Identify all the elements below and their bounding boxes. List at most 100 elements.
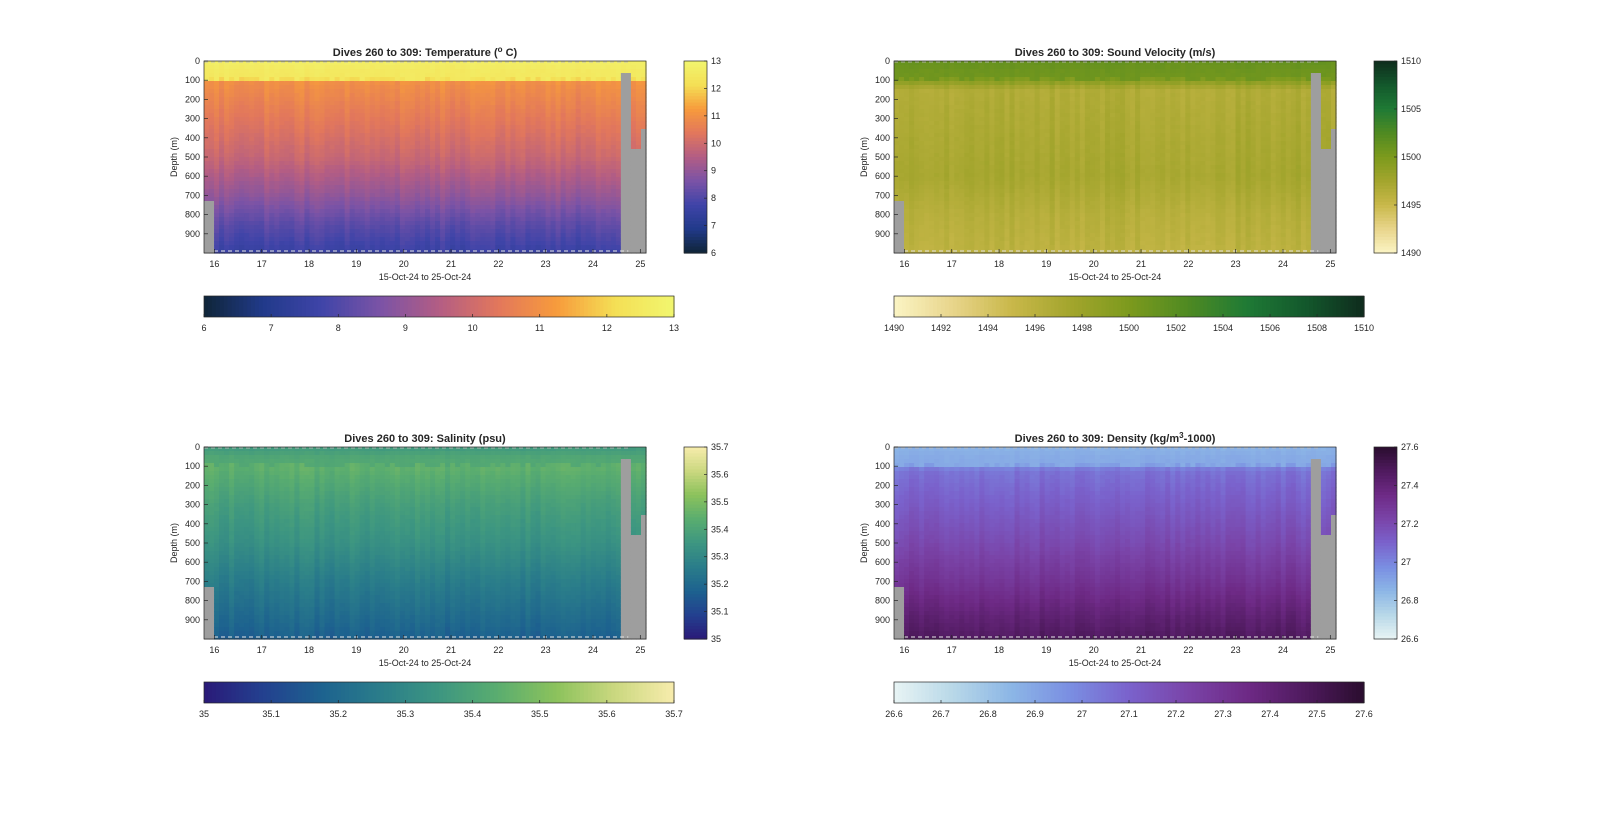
heatmap-cell bbox=[329, 133, 336, 138]
heatmap-cell bbox=[425, 153, 431, 158]
heatmap-cell bbox=[219, 149, 225, 154]
heatmap-cell bbox=[640, 233, 647, 238]
heatmap-cell bbox=[525, 217, 532, 222]
heatmap-cell bbox=[545, 205, 552, 210]
heatmap-cell bbox=[269, 209, 275, 214]
colorbar-tick-label: 13 bbox=[711, 56, 721, 66]
heatmap-cell bbox=[404, 133, 411, 138]
heatmap-cell bbox=[329, 193, 336, 198]
heatmap-cell bbox=[919, 81, 925, 86]
heatmap-cell bbox=[414, 161, 421, 166]
heatmap-cell bbox=[259, 81, 265, 86]
heatmap-cell bbox=[430, 125, 436, 130]
heatmap-cell bbox=[565, 81, 572, 86]
heatmap-cell bbox=[620, 109, 627, 114]
heatmap-cell bbox=[369, 137, 376, 142]
heatmap-cell bbox=[530, 165, 537, 170]
heatmap-cell bbox=[435, 129, 441, 134]
heatmap-cell bbox=[640, 249, 647, 254]
heatmap-cell bbox=[394, 213, 401, 218]
heatmap-cell bbox=[239, 161, 245, 166]
heatmap-cell bbox=[530, 113, 537, 118]
heatmap-cell bbox=[314, 105, 321, 110]
heatmap-cell bbox=[314, 161, 321, 166]
heatmap-cell bbox=[445, 145, 451, 150]
heatmap-cell bbox=[399, 185, 406, 190]
heatmap-cell bbox=[535, 133, 542, 138]
heatmap-cell bbox=[374, 73, 381, 78]
heatmap-cell bbox=[244, 149, 250, 154]
colorbar-swatch bbox=[395, 296, 401, 317]
heatmap-cell bbox=[909, 237, 915, 242]
heatmap-cell bbox=[585, 177, 592, 182]
heatmap-cell bbox=[339, 121, 346, 126]
heatmap-cell bbox=[440, 245, 446, 250]
heatmap-cell bbox=[409, 89, 416, 94]
heatmap-cell bbox=[630, 65, 637, 70]
heatmap-cell bbox=[394, 145, 401, 150]
heatmap-cell bbox=[224, 161, 230, 166]
heatmap-cell bbox=[309, 121, 316, 126]
heatmap-cell bbox=[595, 189, 602, 194]
heatmap-cell bbox=[899, 241, 905, 246]
heatmap-cell bbox=[289, 121, 296, 126]
heatmap-cell bbox=[934, 157, 940, 162]
colorbar-swatch bbox=[521, 296, 526, 317]
heatmap-cell bbox=[550, 149, 557, 154]
heatmap-cell bbox=[924, 169, 930, 174]
heatmap-cell bbox=[600, 141, 607, 146]
heatmap-cell bbox=[354, 129, 361, 134]
heatmap-cell bbox=[334, 65, 341, 70]
heatmap-cell bbox=[384, 241, 391, 246]
heatmap-cell bbox=[630, 89, 637, 94]
heatmap-cell bbox=[274, 245, 280, 250]
heatmap-cell bbox=[625, 217, 632, 222]
heatmap-cell bbox=[924, 193, 930, 198]
heatmap-cell bbox=[545, 193, 552, 198]
heatmap-cell bbox=[515, 137, 522, 142]
heatmap-cell bbox=[475, 173, 481, 178]
heatmap-cell bbox=[585, 129, 592, 134]
heatmap-cell bbox=[440, 217, 446, 222]
heatmap-cell bbox=[560, 241, 567, 246]
heatmap-cell bbox=[259, 141, 265, 146]
heatmap-cell bbox=[625, 141, 632, 146]
heatmap-cell bbox=[244, 213, 250, 218]
heatmap-cell bbox=[359, 153, 366, 158]
heatmap-cell bbox=[515, 169, 522, 174]
heatmap-cell bbox=[470, 113, 476, 118]
heatmap-cell bbox=[329, 141, 336, 146]
heatmap-cell bbox=[369, 109, 376, 114]
heatmap-cell bbox=[550, 245, 557, 250]
heatmap-cell bbox=[209, 129, 215, 134]
heatmap-cell bbox=[334, 245, 341, 250]
heatmap-cell bbox=[440, 65, 446, 70]
heatmap-cell bbox=[445, 201, 451, 206]
heatmap-cell bbox=[349, 149, 356, 154]
heatmap-cell bbox=[414, 213, 421, 218]
heatmap-cell bbox=[404, 165, 411, 170]
heatmap-cell bbox=[475, 181, 481, 186]
heatmap-cell bbox=[314, 217, 321, 222]
heatmap-cell bbox=[339, 133, 346, 138]
heatmap-cell bbox=[914, 197, 920, 202]
heatmap-cell bbox=[379, 197, 386, 202]
heatmap-cell bbox=[249, 73, 255, 78]
heatmap-cell bbox=[219, 205, 225, 210]
colorbar-swatch bbox=[684, 160, 707, 164]
heatmap-cell bbox=[640, 209, 647, 214]
heatmap-cell bbox=[575, 133, 582, 138]
heatmap-cell bbox=[269, 93, 275, 98]
heatmap-cell bbox=[510, 145, 517, 150]
heatmap-cell bbox=[570, 133, 577, 138]
heatmap-cell bbox=[344, 217, 351, 222]
heatmap-cell bbox=[219, 225, 225, 230]
heatmap-cell bbox=[389, 101, 396, 106]
heatmap-cell bbox=[899, 77, 905, 82]
heatmap-cell bbox=[294, 105, 301, 110]
heatmap-cell bbox=[289, 65, 296, 70]
colorbar-tick-label: 9 bbox=[711, 166, 716, 176]
heatmap-cell bbox=[359, 241, 366, 246]
colorbar-frame bbox=[683, 60, 708, 254]
